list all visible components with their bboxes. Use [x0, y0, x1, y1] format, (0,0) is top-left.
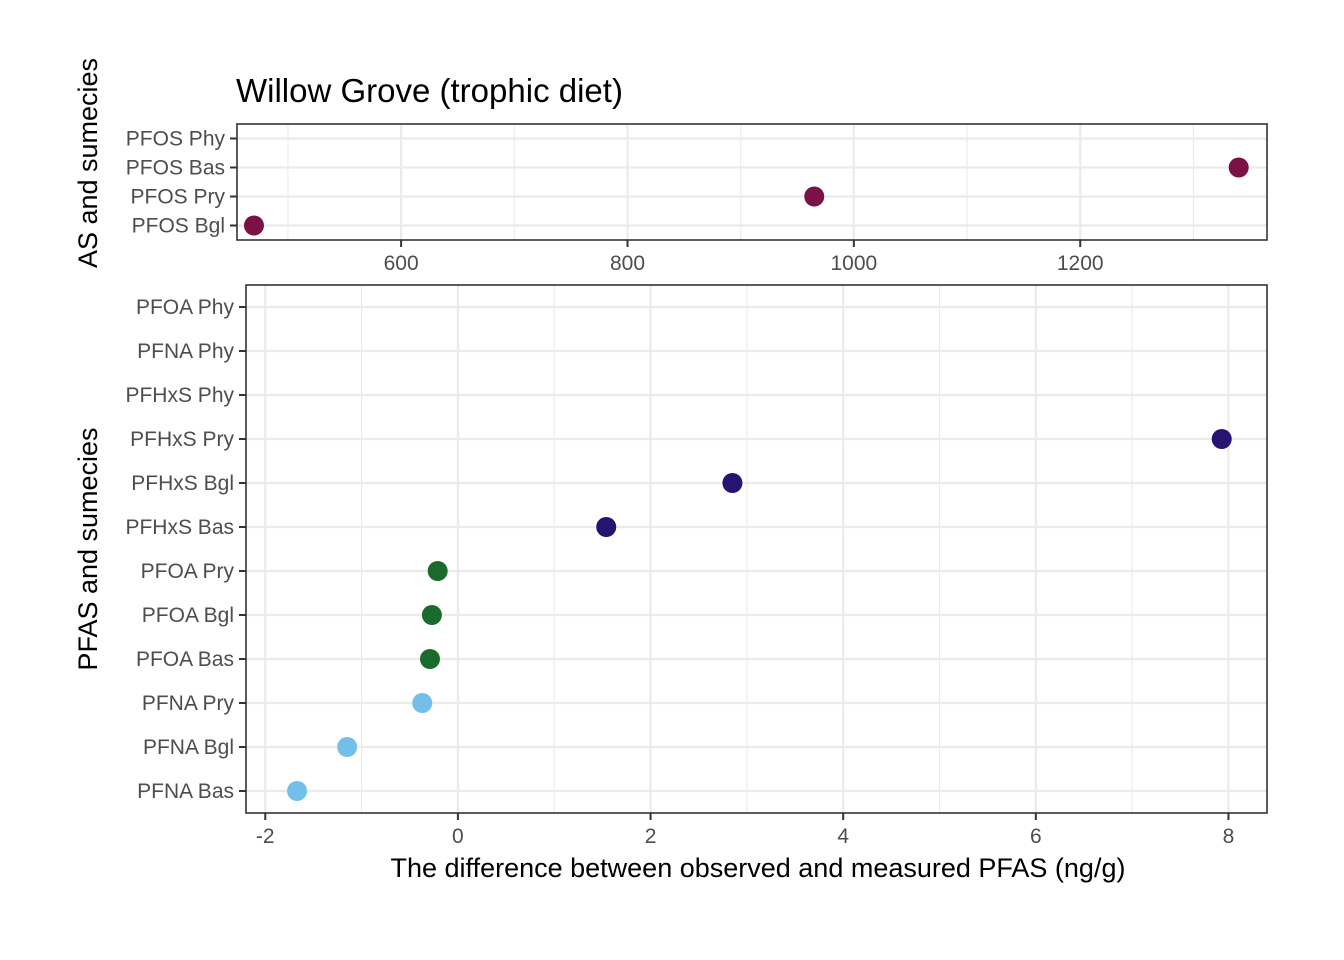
- bottom-y-tick-label: PFNA Bgl: [143, 736, 234, 759]
- top-y-tick-label: PFOS Bas: [126, 157, 225, 180]
- bottom-panel-border: [245, 284, 1268, 814]
- bottom-x-tick-label: 4: [837, 825, 849, 848]
- bottom-y-axis-title: PFAS and sumecies: [73, 427, 103, 670]
- bottom-x-tick-label: 8: [1223, 825, 1235, 848]
- bottom-data-point: [412, 693, 433, 713]
- bottom-x-tick-label: 6: [1030, 825, 1042, 848]
- top-data-point: [243, 215, 264, 236]
- top-data-point: [804, 186, 825, 207]
- bottom-y-tick-label: PFNA Phy: [137, 340, 234, 363]
- bottom-y-tick-label: PFHxS Phy: [125, 384, 234, 407]
- bottom-y-tick-label: PFNA Pry: [142, 692, 235, 715]
- bottom-y-tick-label: PFOA Bas: [136, 648, 234, 671]
- panel-pfas: PFNA Bas PFNA Bgl PFNA Pry PFOA Bas PFOA Bgl…: [125, 284, 1268, 848]
- bottom-x-tick-label: 2: [645, 825, 657, 848]
- top-y-tick-label: PFOS Pry: [130, 186, 225, 209]
- bottom-data-point: [596, 517, 617, 537]
- bottom-x-tick-label: -2: [256, 825, 275, 848]
- top-x-tick-label: 600: [384, 252, 419, 275]
- chart-title: Willow Grove (trophic diet): [236, 72, 623, 109]
- top-y-axis-title: AS and sumecies: [73, 58, 103, 268]
- bottom-data-point: [427, 561, 448, 581]
- top-panel-background: [237, 124, 1267, 240]
- bottom-data-point: [722, 473, 743, 493]
- x-axis-title: The difference between observed and meas…: [391, 853, 1126, 883]
- bottom-y-tick-label: PFOA Phy: [136, 296, 235, 319]
- top-data-point: [1228, 157, 1249, 178]
- bottom-y-tick-label: PFHxS Pry: [130, 428, 234, 451]
- bottom-x-tick-label: 0: [452, 825, 464, 848]
- bottom-panel-background: [246, 285, 1267, 813]
- bottom-data-point: [337, 737, 358, 757]
- top-x-tick-label: 1000: [831, 252, 878, 275]
- bottom-data-point: [421, 605, 442, 625]
- top-panel-border: [236, 123, 1268, 241]
- bottom-y-tick-label: PFOA Bgl: [142, 604, 234, 627]
- bottom-y-tick-label: PFNA Bas: [137, 780, 234, 803]
- bottom-y-tick-label: PFHxS Bgl: [131, 472, 234, 495]
- top-y-tick-label: PFOS Phy: [126, 128, 226, 151]
- bottom-data-point: [419, 649, 440, 669]
- panel-pfos: PFOS Bgl PFOS Pry PFOS Bas PFOS Phy 600 800 10…: [126, 123, 1268, 275]
- bottom-y-tick-label: PFHxS Bas: [125, 516, 234, 539]
- bottom-y-tick-label: PFOA Pry: [141, 560, 235, 583]
- bottom-data-point: [1211, 429, 1232, 449]
- top-x-tick-label: 1200: [1057, 252, 1104, 275]
- top-x-tick-label: 800: [610, 252, 645, 275]
- bottom-data-point: [287, 781, 308, 801]
- top-y-tick-label: PFOS Bgl: [132, 215, 225, 238]
